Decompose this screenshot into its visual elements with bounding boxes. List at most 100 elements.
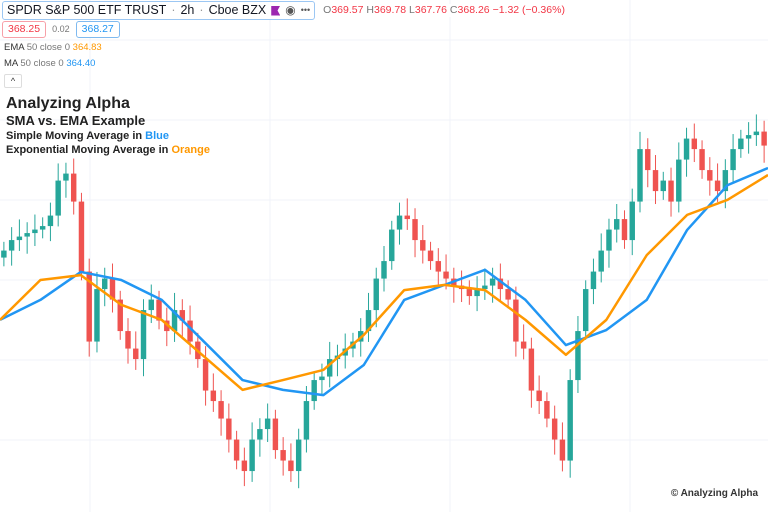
candle-body [621,219,628,241]
candle-body [466,289,473,297]
flag-icon[interactable] [271,5,281,16]
spread: 0.02 [52,24,70,34]
candle-body [482,285,488,290]
candle-body [404,215,410,220]
indicator-name: EMA [4,42,25,53]
candle-body [365,310,372,332]
candle-body [691,138,698,150]
candle-body [233,439,240,461]
separator: · [199,3,204,17]
candle-body [629,201,635,241]
candle-body [582,289,589,332]
candle-body [257,429,263,440]
open-value: 369.57 [331,4,364,16]
candle-body [16,236,23,241]
candle-body [714,180,721,192]
exchange: Cboe BZX [208,3,267,17]
candle-body [94,289,100,342]
candle-body [295,439,302,472]
annotation-line-ema: Exponential Moving Average in Orange [6,144,210,156]
candle-body [389,229,395,262]
candle-body [171,310,178,332]
indicator-params: 50 close 0 [20,58,64,69]
candle-body [699,149,705,171]
more-icon[interactable]: ••• [300,5,311,15]
candle-body [489,278,496,286]
eye-icon[interactable]: ◉ [285,3,296,17]
candle-body [24,233,30,237]
annotation-subtitle: SMA vs. EMA Example [6,113,146,128]
watermark: © Analyzing Alpha [670,488,758,499]
candle-body [606,229,612,251]
symbol-name: SPDR S&P 500 ETF TRUST [7,3,167,17]
ohlc-values: O369.57 H369.78 L367.76 C368.26 −1.32 (−… [323,4,565,17]
indicator-ema[interactable]: EMA 50 close 0 364.83 [4,42,102,54]
candle-body [288,460,294,472]
sma-line [0,166,768,397]
candle-body [761,131,767,146]
candle-body [652,170,659,192]
candle-body [140,310,147,360]
candle-body [102,278,108,290]
candle-body [210,390,217,402]
candle-body [435,261,442,272]
indicator-params: 50 close 0 [26,42,71,53]
candle-body [745,135,752,139]
candle-body [645,149,651,171]
candle-body [590,271,597,290]
candle-body [319,376,325,381]
low-label: L [409,4,415,16]
candle-body [520,341,527,349]
indicator-name: MA [4,58,18,69]
candle-body [303,401,310,440]
candle-body [373,278,379,311]
candle-body [78,201,85,272]
candle-body [187,320,193,342]
candle-body [730,149,736,171]
candle-body [497,278,504,290]
candle-body [528,348,535,391]
candle-body [551,418,558,440]
indicator-value: 364.40 [66,58,96,69]
candle-body [272,418,279,451]
candle-body [559,439,566,461]
sell-button[interactable]: 368.25 [2,21,47,38]
bid-ask: 368.25 0.02 368.27 [2,21,120,38]
candle-body [412,219,418,241]
candle-body [676,159,682,202]
candle-body [280,450,286,461]
candle-body [109,278,116,300]
candle-body [505,289,511,300]
candle-body [226,418,232,440]
candle-body [8,240,15,251]
indicator-ma[interactable]: MA 50 close 0 364.40 [4,58,95,70]
candle-body [722,170,729,192]
candle-body [63,173,69,181]
candle-body [148,299,154,311]
candle-body [420,240,426,251]
candle-body [753,131,760,136]
candle-body [32,229,38,234]
symbol-legend: SPDR S&P 500 ETF TRUST · 2h · Cboe BZX ◉… [2,1,565,20]
candle-body [396,215,403,230]
candle-body [311,380,317,402]
symbol-box[interactable]: SPDR S&P 500 ETF TRUST · 2h · Cboe BZX ◉… [2,1,316,20]
interval[interactable]: 2h [180,3,195,17]
candle-body [668,180,674,202]
indicator-value: 364.83 [72,42,102,53]
candle-body [660,180,666,192]
candle-body [39,226,46,230]
candle-body [443,271,449,279]
ema-line [0,173,768,392]
candle-body [264,418,271,430]
collapse-button[interactable]: ^ [4,74,22,88]
candle-body [249,439,255,472]
candle-body [544,401,550,419]
candle-body [218,401,224,419]
candle-body [241,460,248,472]
candle-body [156,299,162,321]
candle-body [637,149,643,202]
buy-button[interactable]: 368.27 [75,21,120,38]
change: −1.32 (−0.36%) [492,4,565,16]
